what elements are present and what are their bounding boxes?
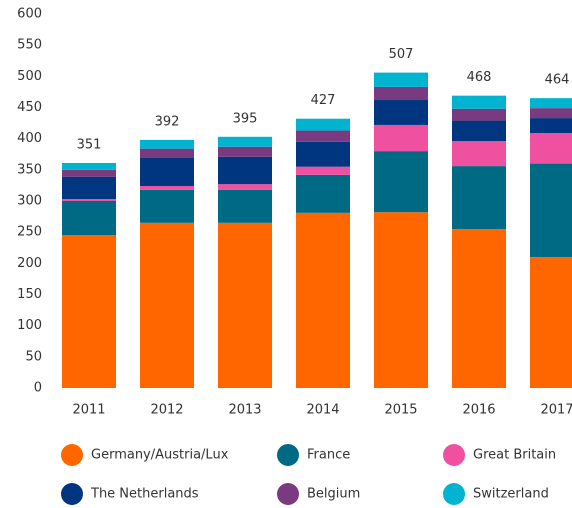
total-label: 468 — [467, 70, 492, 85]
bar-segment — [62, 201, 116, 236]
total-label: 507 — [389, 47, 414, 62]
x-tick-label: 2014 — [306, 403, 339, 418]
legend-swatch — [443, 444, 465, 466]
y-tick-label: 350 — [17, 162, 42, 177]
bar-segment — [62, 235, 116, 388]
bar-segment — [530, 108, 572, 119]
bar-segment — [218, 189, 272, 223]
bar-segment — [62, 199, 116, 201]
legend-label: Germany/Austria/Lux — [91, 448, 229, 463]
bar-segment — [530, 118, 572, 134]
legend-label: The Netherlands — [90, 487, 199, 502]
bar-segment — [218, 136, 272, 147]
bar-segment — [530, 98, 572, 109]
legend-swatch — [277, 483, 299, 505]
bar-segment — [62, 169, 116, 177]
x-tick-label: 2016 — [462, 403, 495, 418]
y-tick-label: 250 — [17, 225, 42, 240]
bar-segment — [374, 151, 428, 213]
bar-segment — [374, 100, 428, 125]
x-tick-label: 2017 — [540, 403, 572, 418]
bar-segment — [62, 162, 116, 170]
y-tick-label: 400 — [17, 131, 42, 146]
bar-segment — [374, 212, 428, 388]
bar-segment — [140, 222, 194, 388]
bar-segment — [296, 174, 350, 213]
total-label: 427 — [311, 93, 336, 108]
bar-segment — [140, 157, 194, 187]
bar-segment — [140, 189, 194, 223]
bar-segment — [452, 95, 506, 109]
bar-segment — [452, 141, 506, 167]
bar-segment — [374, 124, 428, 152]
bar-segment — [374, 86, 428, 101]
bar-segment — [140, 148, 194, 158]
legend-label: Switzerland — [473, 487, 549, 502]
x-tick-label: 2012 — [150, 403, 183, 418]
total-label: 464 — [545, 73, 570, 88]
bar-segment — [296, 166, 350, 175]
x-tick-label: 2013 — [228, 403, 261, 418]
y-tick-label: 200 — [17, 256, 42, 271]
bar-segment — [296, 118, 350, 131]
total-label: 392 — [155, 114, 180, 129]
y-tick-label: 100 — [17, 318, 42, 333]
bar-segment — [530, 163, 572, 258]
y-tick-label: 50 — [25, 349, 42, 364]
x-tick-label: 2011 — [72, 403, 105, 418]
legend-label: France — [307, 448, 350, 463]
y-tick-label: 600 — [17, 7, 42, 22]
y-tick-label: 300 — [17, 194, 42, 209]
y-tick-label: 0 — [34, 381, 42, 396]
legend-swatch — [61, 483, 83, 505]
bar-segment — [452, 120, 506, 142]
legend-label: Great Britain — [473, 448, 556, 463]
total-label: 351 — [77, 137, 102, 152]
y-tick-label: 500 — [17, 69, 42, 84]
legend-swatch — [277, 444, 299, 466]
bar-segment — [218, 222, 272, 388]
legend-swatch — [61, 444, 83, 466]
bar-segment — [374, 72, 428, 87]
bar-segment — [140, 139, 194, 149]
y-tick-label: 150 — [17, 287, 42, 302]
total-label: 395 — [233, 111, 258, 126]
bar-segment — [452, 108, 506, 121]
bar-segment — [218, 156, 272, 185]
bar-segment — [530, 133, 572, 164]
bar-segment — [62, 176, 116, 200]
legend-label: Belgium — [307, 487, 360, 502]
bar-segment — [296, 130, 350, 142]
bar-segment — [296, 212, 350, 388]
bar-segment — [296, 141, 350, 167]
bar-segment — [218, 184, 272, 190]
y-tick-label: 450 — [17, 100, 42, 115]
bar-segment — [530, 257, 572, 388]
bar-segment — [140, 186, 194, 190]
bar-segment — [452, 166, 506, 230]
bar-segment — [452, 229, 506, 388]
bar-segment — [218, 146, 272, 157]
x-tick-label: 2015 — [384, 403, 417, 418]
legend-swatch — [443, 483, 465, 505]
y-tick-label: 550 — [17, 38, 42, 53]
